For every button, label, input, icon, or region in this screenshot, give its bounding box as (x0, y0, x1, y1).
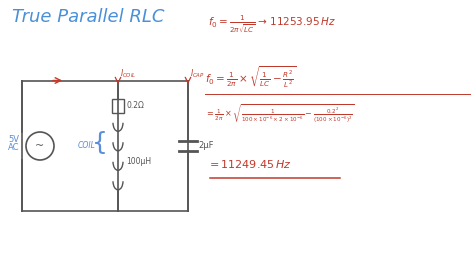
Text: 5V: 5V (9, 135, 19, 144)
Text: $I_{CAP}$: $I_{CAP}$ (190, 68, 205, 80)
Text: 0.2Ω: 0.2Ω (127, 102, 145, 110)
Text: $=\frac{1}{2\pi}\times\sqrt{\frac{1}{100\times10^{-6}\times2\times10^{-6}}-\frac: $=\frac{1}{2\pi}\times\sqrt{\frac{1}{100… (205, 103, 355, 126)
Text: ~: ~ (36, 141, 45, 151)
Bar (112, 99, 124, 113)
Text: $I_{COIL}$: $I_{COIL}$ (120, 68, 137, 80)
Text: 100μH: 100μH (126, 156, 151, 165)
Text: True Parallel RLC: True Parallel RLC (12, 8, 164, 26)
Text: 2μF: 2μF (198, 142, 213, 151)
Text: AC: AC (8, 143, 20, 152)
Text: $= 11249.45\,Hz$: $= 11249.45\,Hz$ (207, 158, 292, 170)
Text: COIL: COIL (78, 142, 96, 151)
Text: $f_0 = \frac{1}{2\pi\sqrt{LC}} \rightarrow\, 11253.95\,Hz$: $f_0 = \frac{1}{2\pi\sqrt{LC}} \rightarr… (208, 14, 336, 36)
Text: {: { (92, 131, 108, 155)
Text: $f_0 = \frac{1}{2\pi} \times \sqrt{\frac{1}{LC} - \frac{R^2}{L^2}}$: $f_0 = \frac{1}{2\pi} \times \sqrt{\frac… (205, 64, 297, 90)
